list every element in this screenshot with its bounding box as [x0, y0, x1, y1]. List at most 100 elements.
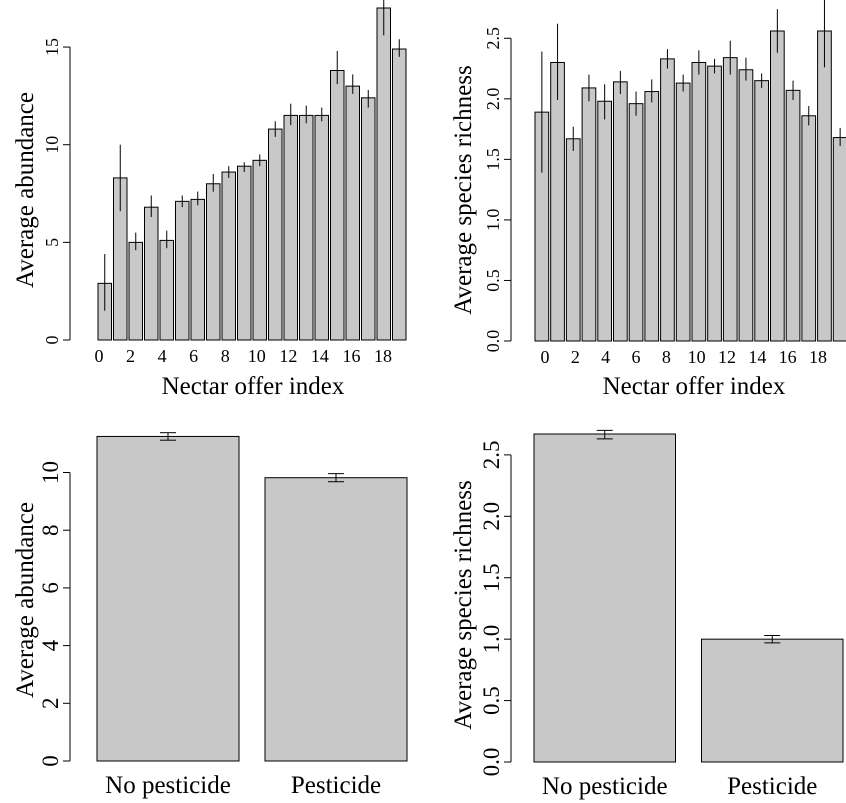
bar — [175, 200, 190, 341]
bar — [801, 115, 817, 342]
y-tick-label: 0 — [42, 336, 62, 345]
richness-by-pesticide-panel: 0.0 0.5 1.0 1.5 2.0 2.5 No pesticide Pesticide… — [450, 429, 844, 800]
y-tick-label: 6 — [38, 582, 63, 594]
bar — [675, 82, 691, 342]
bar — [738, 69, 754, 342]
bar — [817, 30, 832, 342]
y-tick-label: 2.0 — [479, 502, 504, 531]
bars — [97, 0, 407, 341]
bar — [264, 477, 408, 762]
x-tick-label: Pesticide — [727, 773, 817, 800]
bar — [299, 114, 314, 341]
x-axis: No pesticide Pesticide — [542, 773, 817, 800]
bar — [660, 58, 675, 342]
y-tick-label: 2.5 — [483, 27, 503, 50]
bar — [190, 198, 205, 341]
bar — [376, 7, 391, 341]
bar — [345, 85, 360, 341]
y-tick-label: 1.5 — [479, 563, 504, 592]
bar — [701, 638, 844, 763]
x-tick-label: 10 — [248, 346, 266, 366]
bar — [268, 128, 283, 341]
y-tick-label: 0.0 — [483, 330, 503, 353]
y-tick-label: 8 — [38, 524, 63, 536]
y-tick-label: 2.0 — [483, 88, 503, 111]
x-axis: No pesticide Pesticide — [105, 772, 381, 799]
bars — [534, 0, 846, 342]
x-tick-label: 4 — [158, 346, 167, 366]
y-tick-label: 0.0 — [479, 748, 504, 777]
x-axis-label: Nectar offer index — [162, 373, 345, 400]
x-tick-label: 18 — [809, 347, 827, 367]
y-tick-label: 2 — [38, 698, 63, 710]
bar — [237, 165, 252, 341]
x-tick-label: 2 — [571, 347, 580, 367]
y-axis: 0.0 0.5 1.0 1.5 2.0 2.5 — [483, 27, 512, 353]
x-axis-label: Nectar offer index — [603, 373, 786, 400]
bar — [221, 171, 236, 341]
y-tick-label: 0 — [38, 755, 63, 767]
bar — [628, 103, 644, 342]
x-tick-label: No pesticide — [105, 772, 231, 799]
y-tick-label: 2.5 — [479, 441, 504, 470]
x-tick-label: 18 — [374, 346, 392, 366]
y-axis: 0 5 10 15 — [42, 38, 71, 345]
x-tick-label: 0 — [541, 347, 550, 367]
bar — [550, 61, 565, 342]
x-tick-label: 6 — [632, 347, 641, 367]
x-axis: 0 2 4 6 8 10 12 14 16 18 — [541, 347, 828, 367]
x-tick-label: 14 — [748, 347, 766, 367]
bar — [565, 138, 581, 342]
y-tick-label: 1.0 — [479, 625, 504, 654]
abundance-by-pesticide-panel: 0 2 4 6 8 10 No pesticide Pesticide Average ab… — [12, 432, 408, 799]
x-tick-label: No pesticide — [542, 773, 668, 800]
y-tick-label: 0.5 — [483, 269, 503, 292]
y-tick-label: 0.5 — [479, 686, 504, 715]
x-tick-label: 16 — [779, 347, 797, 367]
bar — [770, 30, 785, 342]
bar — [314, 114, 329, 341]
bar — [96, 435, 240, 762]
bars — [533, 429, 844, 763]
bar — [613, 81, 628, 342]
x-axis: 0 2 4 6 8 10 12 14 16 18 — [95, 346, 393, 366]
x-tick-label: 8 — [662, 347, 671, 367]
bar — [144, 206, 159, 341]
x-tick-label: 12 — [718, 347, 736, 367]
bar — [691, 61, 707, 342]
y-axis-label: Average species richness — [450, 65, 477, 314]
bar — [533, 433, 676, 763]
y-tick-label: 4 — [38, 639, 63, 651]
x-tick-label: 8 — [221, 346, 230, 366]
bar — [722, 57, 738, 342]
bar — [644, 91, 660, 342]
x-tick-label: 4 — [601, 347, 610, 367]
y-tick-label: 1.5 — [483, 148, 503, 171]
bar — [283, 114, 298, 341]
bar — [206, 183, 221, 341]
y-tick-label: 10 — [38, 461, 63, 484]
y-tick-label: 5 — [42, 238, 62, 247]
y-axis-label: Average abundance — [12, 92, 39, 288]
bar — [361, 97, 376, 341]
y-tick-label: 15 — [42, 38, 62, 56]
y-tick-label: 10 — [42, 136, 62, 154]
x-tick-label: 16 — [342, 346, 360, 366]
bar — [252, 159, 267, 341]
y-axis-label: Average abundance — [12, 502, 39, 698]
x-tick-label: 12 — [279, 346, 297, 366]
bar — [392, 48, 407, 341]
bar — [128, 241, 143, 341]
x-tick-label: 0 — [95, 346, 104, 366]
bar — [597, 100, 612, 342]
x-tick-label: 14 — [311, 346, 329, 366]
abundance-by-nectar-panel: 0 5 10 15 0 2 4 6 8 10 12 14 16 18 Average abundance… — [12, 0, 407, 400]
bar — [754, 80, 769, 342]
bar — [785, 89, 801, 342]
y-axis: 0.0 0.5 1.0 1.5 2.0 2.5 — [479, 441, 512, 777]
bar — [581, 87, 597, 342]
richness-by-nectar-panel: 0.0 0.5 1.0 1.5 2.0 2.5 0 2 4 6 8 10 12 14 16 18 Avera… — [450, 0, 846, 400]
y-tick-label: 1.0 — [483, 209, 503, 232]
bar — [159, 239, 174, 341]
bar — [330, 69, 345, 341]
